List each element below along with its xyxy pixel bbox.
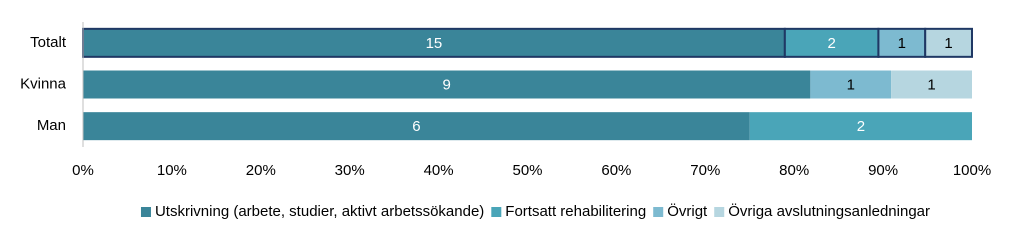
data-label: 1 <box>944 35 952 52</box>
x-tick-label: 0% <box>72 162 94 179</box>
data-label: 15 <box>426 35 443 52</box>
legend-swatch <box>653 207 664 217</box>
bar-segment <box>783 27 880 58</box>
legend-label: Övriga avslutningsanledningar <box>728 202 930 220</box>
data-label: 9 <box>443 76 451 93</box>
data-label: 1 <box>898 35 906 52</box>
x-tick-label: 30% <box>335 162 365 179</box>
bar-segment <box>810 70 892 99</box>
y-tick-label: Kvinna <box>20 75 67 92</box>
bar-segment <box>877 27 927 58</box>
bar-segment <box>891 70 972 99</box>
legend-swatch <box>714 207 725 217</box>
data-label: 1 <box>847 76 855 93</box>
data-label: 6 <box>412 118 420 135</box>
legend-label: Utskrivning (arbete, studier, aktivt arb… <box>155 203 484 220</box>
x-tick-label: 100% <box>953 162 991 179</box>
x-tick-label: 10% <box>157 162 187 179</box>
x-tick-label: 90% <box>868 162 898 179</box>
x-tick-label: 50% <box>512 162 542 179</box>
legend-swatch <box>491 207 502 217</box>
bar-segment <box>83 70 811 99</box>
x-tick-label: 20% <box>246 162 276 179</box>
data-label: 2 <box>827 35 835 52</box>
bar-segment <box>83 112 750 141</box>
bar-segment <box>924 27 973 58</box>
legend-label: Fortsatt rehabilitering <box>505 203 646 220</box>
legend-label: Övrigt <box>667 202 708 220</box>
data-label: 1 <box>927 76 935 93</box>
x-tick-label: 70% <box>690 162 720 179</box>
bar-segment <box>749 112 972 141</box>
y-tick-label: Man <box>37 117 66 134</box>
x-tick-label: 60% <box>601 162 631 179</box>
x-tick-label: 40% <box>424 162 454 179</box>
y-tick-label: Totalt <box>30 34 67 51</box>
x-tick-label: 80% <box>779 162 809 179</box>
data-label: 2 <box>857 118 865 135</box>
legend-swatch <box>140 207 151 217</box>
